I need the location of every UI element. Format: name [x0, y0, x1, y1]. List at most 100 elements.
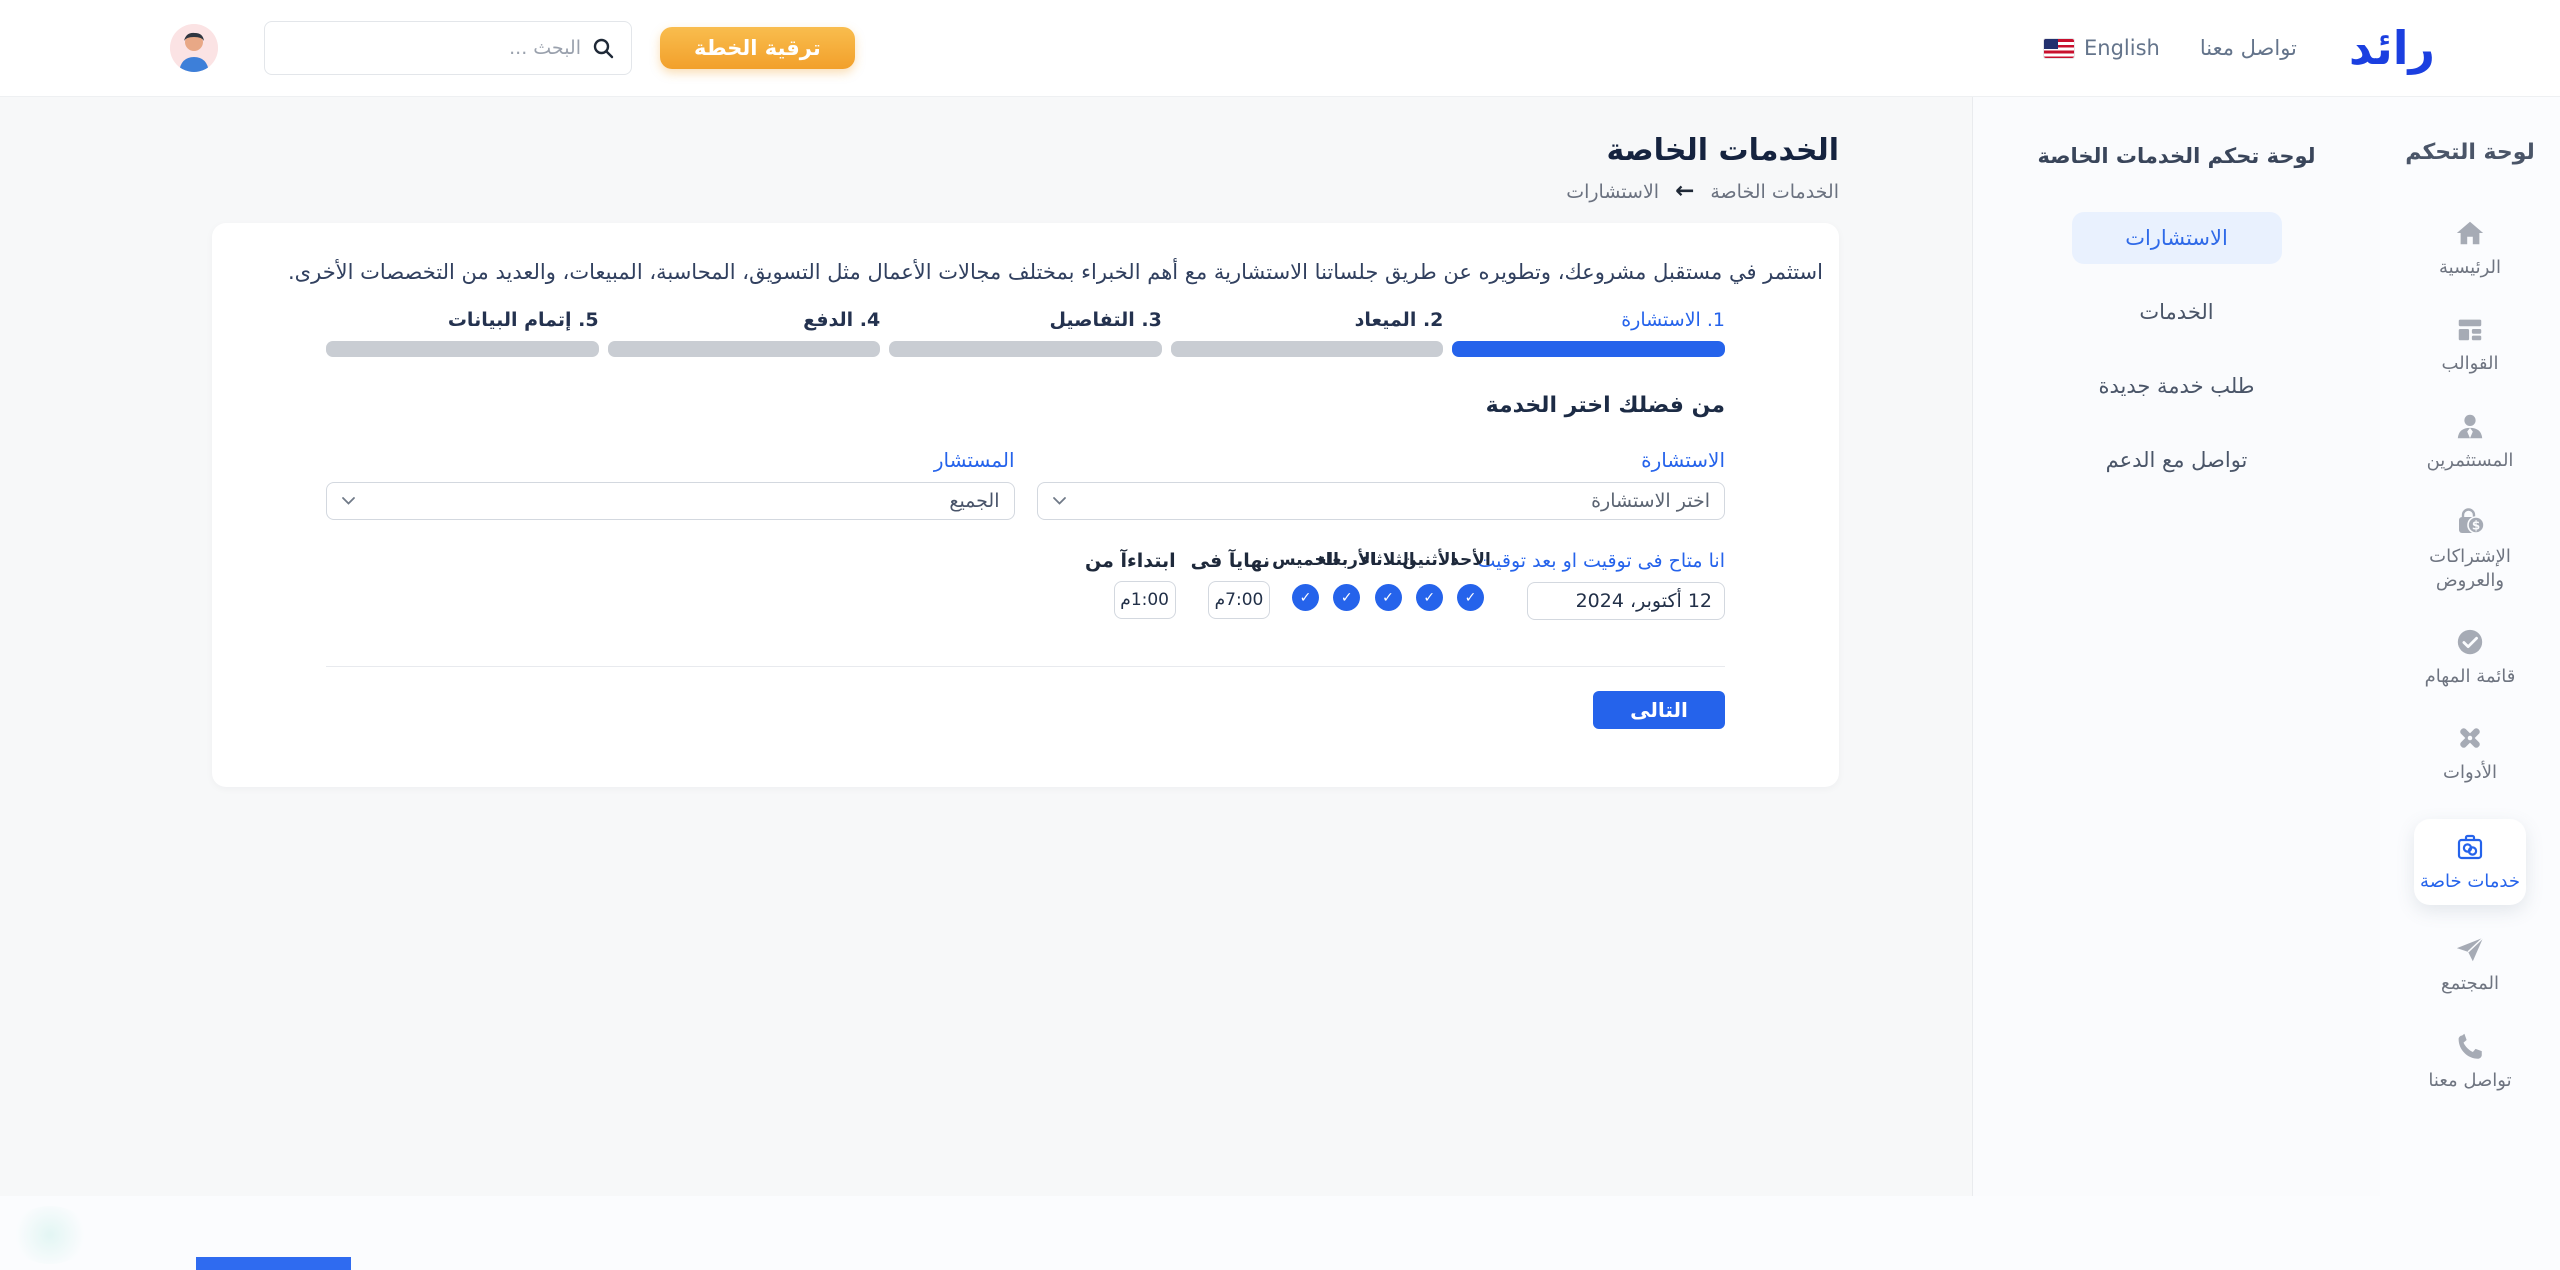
- availability-field: انا متاح فى توقيت او بعد توقيت 12 أكتوبر…: [1477, 550, 1725, 621]
- phone-icon: [2454, 1030, 2486, 1062]
- form-section-title: من فضلك اختر الخدمة: [1485, 393, 1725, 419]
- selects-row: الاستشارة اختر الاستشارة المستشار الجميع: [326, 448, 1725, 521]
- step-appointment[interactable]: 2. الميعاد: [1170, 309, 1444, 358]
- consultation-select[interactable]: اختر الاستشارة: [1036, 482, 1725, 521]
- home-icon: [2454, 217, 2486, 249]
- language-switcher[interactable]: English: [2044, 36, 2160, 60]
- step-complete-data[interactable]: 5. إتمام البيانات: [326, 309, 599, 358]
- breadcrumb-parent[interactable]: الخدمات الخاصة: [1710, 180, 1839, 203]
- step-progress-bar: [326, 341, 599, 358]
- day-label: الأحد: [1450, 550, 1491, 571]
- step-label: 2. الميعاد: [1354, 309, 1444, 332]
- footer-decoration: [10, 1206, 90, 1264]
- sidebar-item-investors[interactable]: المستثمرين: [2395, 410, 2545, 472]
- step-progress-bar: [1170, 341, 1444, 358]
- templates-icon: [2454, 313, 2486, 345]
- day-checkbox-checked[interactable]: ✓: [1292, 584, 1319, 612]
- day-wednesday: الأربعاء ✓: [1317, 550, 1376, 612]
- sidebar-item-label: خدمات خاصة: [2420, 870, 2520, 892]
- step-label: 1. الاستشارة: [1621, 309, 1725, 332]
- chevron-down-icon: [1052, 496, 1067, 506]
- subsidebar-item-services[interactable]: الخدمات: [2139, 300, 2214, 324]
- sidebar-item-home[interactable]: الرئيسية: [2395, 217, 2545, 279]
- day-tuesday: الثلاثاء ✓: [1361, 550, 1415, 612]
- step-progress-bar: [1452, 341, 1725, 358]
- step-progress-bar: [889, 341, 1162, 358]
- breadcrumb-arrow-icon: ←: [1675, 178, 1695, 204]
- start-time-input[interactable]: 1:00م: [1113, 581, 1176, 620]
- contact-us-link[interactable]: تواصل معنا: [2199, 36, 2297, 60]
- search-input[interactable]: [281, 37, 581, 59]
- end-time-label: نهايآ فى: [1190, 550, 1270, 573]
- top-header: رائد تواصل معنا English ترقية الخطة: [0, 0, 2560, 96]
- sidebar-item-tools[interactable]: الأدوات: [2395, 722, 2545, 784]
- days-group: الأحد ✓ الأثنين ✓ الثلاثاء ✓: [1272, 550, 1491, 612]
- tools-icon: [2454, 722, 2486, 754]
- day-monday: الأثنين ✓: [1402, 550, 1456, 612]
- breadcrumb-current[interactable]: الاستشارات: [1566, 180, 1660, 203]
- breadcrumb: الخدمات الخاصة ← الاستشارات: [212, 180, 1839, 203]
- sidebar-item-label: الرئيسية: [2439, 257, 2501, 278]
- start-time-field: ابتداءآ من 1:00م: [1085, 550, 1176, 620]
- subsidebar-item-new-service-request[interactable]: طلب خدمة جديدة: [2098, 374, 2255, 398]
- special-services-icon: [2454, 831, 2486, 863]
- step-label: 5. إتمام البيانات: [447, 309, 599, 332]
- sidebar-item-label: الإشتراكات والعروض: [2429, 546, 2511, 591]
- day-checkbox-checked[interactable]: ✓: [1415, 584, 1443, 612]
- search-icon: [591, 36, 615, 60]
- days-labels: الأحد ✓ الأثنين ✓ الثلاثاء ✓: [1272, 550, 1491, 612]
- availability-date-input[interactable]: 12 أكتوبر، 2024: [1527, 582, 1725, 621]
- special-services-sidebar: لوحة تحكم الخدمات الخاصة الاستشارات الخد…: [1972, 96, 2380, 1196]
- us-flag-icon: [2044, 38, 2075, 58]
- tasks-icon: [2454, 626, 2486, 658]
- sidebar-rail: لوحة التحكم الرئيسية القوالب المستثمرين …: [2380, 96, 2560, 1196]
- end-time-input[interactable]: 7:00م: [1208, 581, 1270, 620]
- upgrade-plan-button[interactable]: ترقية الخطة: [660, 27, 855, 69]
- day-label: الثلاثاء: [1361, 550, 1415, 571]
- page-footer: [0, 1196, 2560, 1270]
- language-label: English: [2084, 36, 2160, 60]
- availability-row: انا متاح فى توقيت او بعد توقيت 12 أكتوبر…: [326, 550, 1725, 621]
- subscriptions-icon: $: [2454, 506, 2486, 538]
- sidebar-item-label: المستثمرين: [2426, 449, 2514, 471]
- sidebar-item-community[interactable]: المجتمع: [2395, 933, 2545, 995]
- sidebar-item-contact[interactable]: تواصل معنا: [2395, 1030, 2545, 1092]
- day-checkbox-checked[interactable]: ✓: [1333, 584, 1361, 612]
- consultant-field: المستشار الجميع: [326, 448, 1015, 521]
- day-label: الخميس: [1272, 550, 1339, 571]
- subsidebar-item-contact-support[interactable]: تواصل مع الدعم: [2105, 448, 2248, 472]
- main-content: الخدمات الخاصة الخدمات الخاصة ← الاستشار…: [80, 96, 1971, 1196]
- consultation-wizard-card: استثمر في مستقبل مشروعك، وتطويره عن طريق…: [212, 223, 1839, 788]
- step-details[interactable]: 3. التفاصيل: [889, 309, 1162, 358]
- step-progress-bar: [607, 341, 881, 358]
- sidebar-item-label: الأدوات: [2443, 762, 2497, 784]
- sidebar-item-label: تواصل معنا: [2428, 1069, 2512, 1091]
- day-label: الأثنين: [1402, 550, 1457, 571]
- svg-text:$: $: [2472, 519, 2480, 533]
- consultation-select-value: اختر الاستشارة: [1591, 490, 1710, 513]
- sidebar-item-special-services[interactable]: خدمات خاصة: [2414, 818, 2526, 906]
- consultant-select[interactable]: الجميع: [326, 482, 1015, 521]
- step-consultation[interactable]: 1. الاستشارة: [1452, 309, 1725, 358]
- consultation-field: الاستشارة اختر الاستشارة: [1036, 448, 1725, 521]
- day-checkbox-checked[interactable]: ✓: [1374, 584, 1402, 612]
- sidebar-item-templates[interactable]: القوالب: [2395, 313, 2545, 375]
- user-avatar[interactable]: [170, 24, 218, 72]
- subsidebar-title: لوحة تحكم الخدمات الخاصة: [2037, 144, 2316, 168]
- availability-label: انا متاح فى توقيت او بعد توقيت: [1477, 550, 1725, 573]
- wizard: 1. الاستشارة 2. الميعاد 3. التفاصيل 4. ا…: [326, 309, 1725, 730]
- sidebar-item-subscriptions[interactable]: $ الإشتراكات والعروض: [2395, 506, 2545, 592]
- step-payment[interactable]: 4. الدفع: [607, 309, 881, 358]
- form-divider: [326, 666, 1725, 668]
- subsidebar-item-consultations[interactable]: الاستشارات: [2071, 212, 2282, 264]
- consultation-label: الاستشارة: [1641, 448, 1725, 473]
- search-box[interactable]: [264, 21, 632, 75]
- sidebar-item-tasks[interactable]: قائمة المهام: [2395, 626, 2545, 688]
- brand-logo[interactable]: رائد: [2348, 21, 2436, 75]
- day-thursday: الخميس ✓: [1272, 550, 1339, 612]
- consultant-select-value: الجميع: [949, 490, 1000, 513]
- investors-icon: [2454, 410, 2486, 442]
- day-checkbox-checked[interactable]: ✓: [1457, 584, 1484, 612]
- next-button[interactable]: التالى: [1593, 691, 1725, 730]
